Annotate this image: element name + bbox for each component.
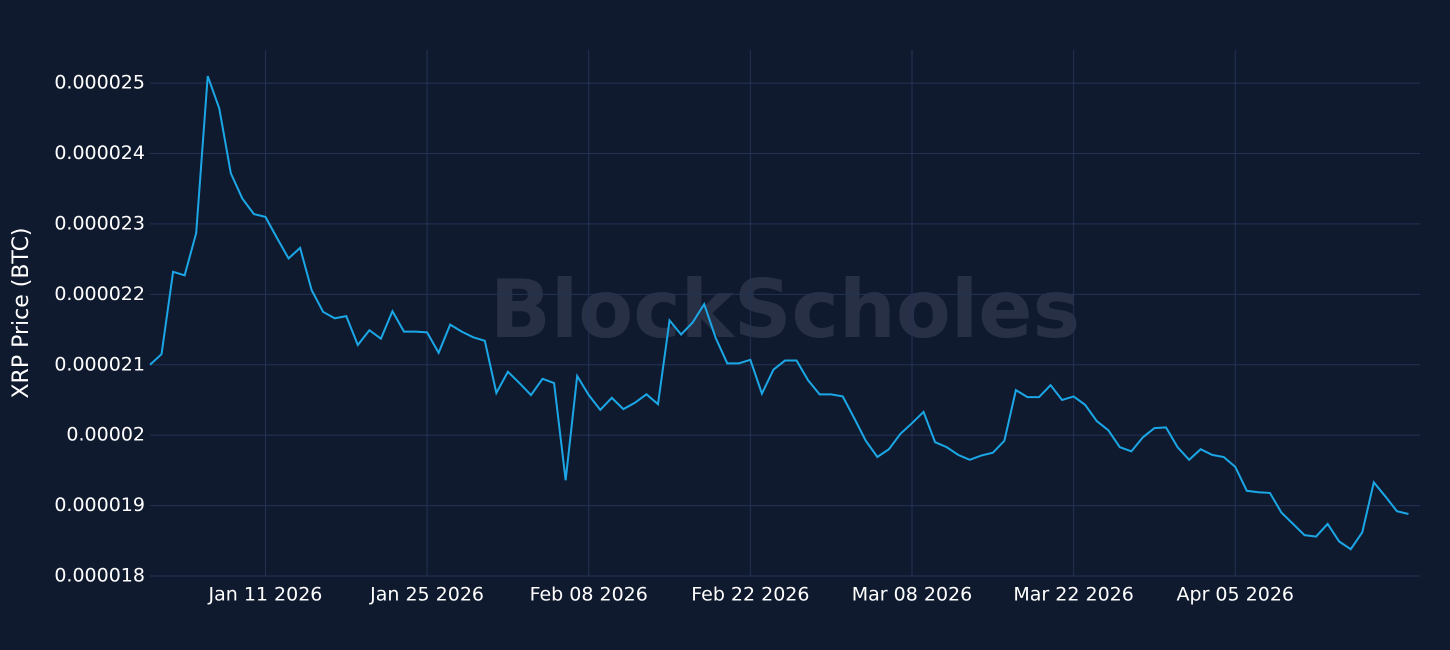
y-tick-label: 0.00002 bbox=[66, 424, 145, 446]
watermark: BlockScholes bbox=[490, 263, 1080, 356]
x-tick-label: Jan 11 2026 bbox=[208, 584, 323, 606]
x-tick-label: Jan 25 2026 bbox=[369, 584, 484, 606]
y-tick-label: 0.000023 bbox=[54, 212, 145, 234]
x-tick-label: Feb 08 2026 bbox=[530, 584, 648, 606]
y-tick-label: 0.000019 bbox=[54, 494, 145, 516]
x-tick-label: Feb 22 2026 bbox=[691, 584, 809, 606]
y-tick-label: 0.000025 bbox=[54, 72, 145, 94]
y-axis-label: XRP Price (BTC) bbox=[9, 227, 34, 398]
y-tick-label: 0.000022 bbox=[54, 283, 145, 305]
y-tick-label: 0.000021 bbox=[54, 353, 145, 375]
x-tick-label: Mar 08 2026 bbox=[852, 584, 972, 606]
y-tick-label: 0.000024 bbox=[54, 142, 145, 164]
x-tick-label: Mar 22 2026 bbox=[1013, 584, 1133, 606]
price-line bbox=[149, 75, 1409, 551]
x-tick-label: Apr 05 2026 bbox=[1177, 584, 1294, 606]
y-tick-label: 0.000018 bbox=[54, 565, 145, 587]
